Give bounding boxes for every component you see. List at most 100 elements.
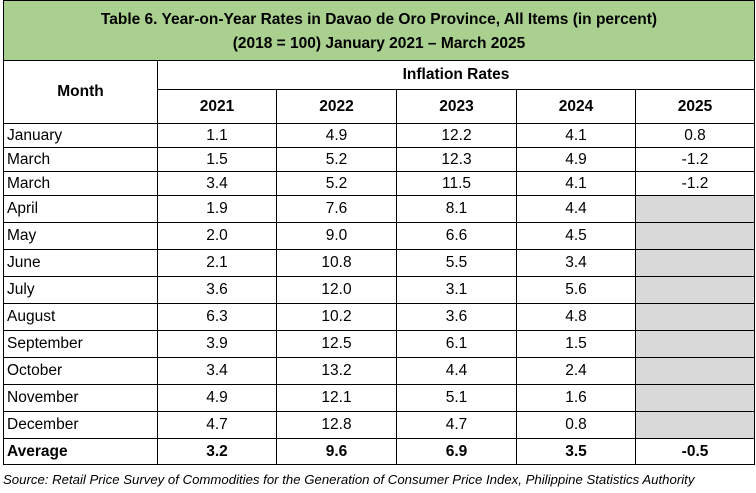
value-cell: 2.4 <box>516 357 636 385</box>
value-cell: 2.0 <box>157 222 277 250</box>
value-cell: 1.9 <box>157 195 277 223</box>
value-cell: 3.4 <box>157 171 277 196</box>
month-cell: April <box>3 195 158 223</box>
value-cell: 4.9 <box>276 123 397 148</box>
value-cell: 4.9 <box>157 384 277 412</box>
empty-value-cell <box>634 330 756 358</box>
average-value-cell: -0.5 <box>634 438 756 465</box>
value-cell: 5.2 <box>276 147 397 172</box>
value-cell: 0.8 <box>634 123 756 148</box>
month-cell: August <box>3 303 158 331</box>
year-header-2024: 2024 <box>516 89 636 124</box>
value-cell: 12.1 <box>276 384 397 412</box>
average-row: Average 3.2 9.6 6.9 3.5 -0.5 <box>3 438 756 465</box>
value-cell: -1.2 <box>634 147 756 172</box>
value-cell: 9.0 <box>276 222 397 250</box>
value-cell: 4.9 <box>516 147 636 172</box>
average-value-cell: 3.5 <box>516 438 636 465</box>
table-row: March 1.5 5.2 12.3 4.9 -1.2 <box>3 147 756 172</box>
value-cell: 13.2 <box>276 357 397 385</box>
table-row: November 4.9 12.1 5.1 1.6 <box>3 384 756 412</box>
average-value-cell: 6.9 <box>396 438 517 465</box>
value-cell: -1.2 <box>634 171 756 196</box>
month-cell: June <box>3 249 158 277</box>
table-row: May 2.0 9.0 6.6 4.5 <box>3 222 756 250</box>
value-cell: 4.4 <box>396 357 517 385</box>
table-row: March 3.4 5.2 11.5 4.1 -1.2 <box>3 171 756 196</box>
value-cell: 3.9 <box>157 330 277 358</box>
value-cell: 4.4 <box>516 195 636 223</box>
month-cell: March <box>3 171 158 196</box>
value-cell: 4.5 <box>516 222 636 250</box>
value-cell: 0.8 <box>516 411 636 439</box>
value-cell: 1.6 <box>516 384 636 412</box>
empty-value-cell <box>634 222 756 250</box>
value-cell: 10.2 <box>276 303 397 331</box>
empty-value-cell <box>634 303 756 331</box>
month-cell: November <box>3 384 158 412</box>
table-row: August 6.3 10.2 3.6 4.8 <box>3 303 756 331</box>
value-cell: 1.5 <box>516 330 636 358</box>
value-cell: 12.0 <box>276 276 397 304</box>
month-cell: July <box>3 276 158 304</box>
value-cell: 3.1 <box>396 276 517 304</box>
value-cell: 1.1 <box>157 123 277 148</box>
value-cell: 3.4 <box>157 357 277 385</box>
value-cell: 2.1 <box>157 249 277 277</box>
value-cell: 4.8 <box>516 303 636 331</box>
value-cell: 1.5 <box>157 147 277 172</box>
value-cell: 12.2 <box>396 123 517 148</box>
value-cell: 7.6 <box>276 195 397 223</box>
month-cell: September <box>3 330 158 358</box>
month-cell: December <box>3 411 158 439</box>
empty-value-cell <box>634 249 756 277</box>
value-cell: 5.2 <box>276 171 397 196</box>
empty-value-cell <box>634 384 756 412</box>
empty-value-cell <box>634 276 756 304</box>
table-row: June 2.1 10.8 5.5 3.4 <box>3 249 756 277</box>
value-cell: 4.7 <box>157 411 277 439</box>
table-row: April 1.9 7.6 8.1 4.4 <box>3 195 756 223</box>
value-cell: 8.1 <box>396 195 517 223</box>
value-cell: 6.3 <box>157 303 277 331</box>
value-cell: 4.7 <box>396 411 517 439</box>
value-cell: 5.5 <box>396 249 517 277</box>
empty-value-cell <box>634 411 756 439</box>
value-cell: 6.1 <box>396 330 517 358</box>
value-cell: 3.4 <box>516 249 636 277</box>
table-title-line-1: Table 6. Year-on-Year Rates in Davao de … <box>100 10 658 28</box>
table-row: December 4.7 12.8 4.7 0.8 <box>3 411 756 439</box>
value-cell: 12.3 <box>396 147 517 172</box>
average-value-cell: 9.6 <box>276 438 397 465</box>
value-cell: 12.8 <box>276 411 397 439</box>
table-title: Table 6. Year-on-Year Rates in Davao de … <box>2 0 756 61</box>
value-cell: 6.6 <box>396 222 517 250</box>
value-cell: 4.1 <box>516 123 636 148</box>
table-row: September 3.9 12.5 6.1 1.5 <box>3 330 756 358</box>
value-cell: 3.6 <box>396 303 517 331</box>
month-cell: January <box>3 123 158 148</box>
average-value-cell: 3.2 <box>157 438 277 465</box>
year-header-2025: 2025 <box>634 89 756 124</box>
empty-value-cell <box>634 357 756 385</box>
table-row: July 3.6 12.0 3.1 5.6 <box>3 276 756 304</box>
source-note: Source: Retail Price Survey of Commoditi… <box>3 472 695 487</box>
month-cell: March <box>3 147 158 172</box>
table-row: January 1.1 4.9 12.2 4.1 0.8 <box>3 123 756 148</box>
value-cell: 10.8 <box>276 249 397 277</box>
empty-value-cell <box>634 195 756 223</box>
value-cell: 12.5 <box>276 330 397 358</box>
table-title-line-2: (2018 = 100) January 2021 – March 2025 <box>232 34 526 52</box>
inflation-rates-header: Inflation Rates <box>156 60 756 90</box>
month-column-header: Month <box>3 60 158 124</box>
value-cell: 5.1 <box>396 384 517 412</box>
year-header-2021: 2021 <box>157 89 277 124</box>
value-cell: 4.1 <box>516 171 636 196</box>
month-cell: October <box>3 357 158 385</box>
year-header-2023: 2023 <box>396 89 517 124</box>
average-label: Average <box>3 438 158 465</box>
month-cell: May <box>3 222 158 250</box>
table-row: October 3.4 13.2 4.4 2.4 <box>3 357 756 385</box>
year-header-2022: 2022 <box>276 89 397 124</box>
table-body: January 1.1 4.9 12.2 4.1 0.8 March 1.5 5… <box>3 123 756 465</box>
